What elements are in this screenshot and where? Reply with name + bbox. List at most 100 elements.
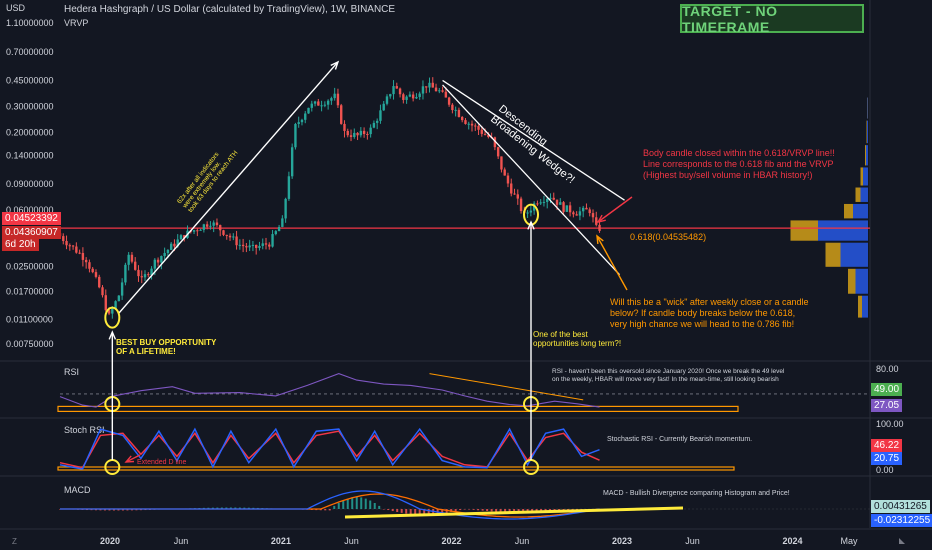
vp-up-bar	[862, 295, 868, 318]
candle-body	[483, 133, 487, 135]
macd-histogram-bar	[400, 509, 403, 513]
macd-histogram-bar	[351, 497, 354, 509]
candle-body	[428, 82, 431, 88]
candle-body	[258, 245, 261, 248]
candle-body	[555, 199, 559, 205]
candle-body	[143, 274, 147, 278]
price-axis: 1.10000000 0.70000000 0.45000000 0.30000000…	[6, 18, 54, 349]
macd-histogram-bar	[355, 497, 358, 509]
macd-histogram-bar	[121, 509, 124, 511]
candle-body	[562, 202, 565, 212]
candle-body	[408, 94, 412, 97]
vp-up-bar	[855, 268, 868, 294]
macd-histogram-bar	[396, 509, 399, 512]
extended-d-arrow	[125, 454, 141, 463]
macd-histogram-bar	[117, 509, 120, 511]
rsi-note: RSI - haven't been this oversold since J…	[552, 368, 785, 383]
chart-title: Hedera Hashgraph / US Dollar (calculated…	[64, 4, 396, 15]
candle-body	[536, 203, 539, 205]
candle-body	[506, 175, 510, 184]
macd-histogram-bar	[337, 503, 340, 509]
candle-body	[238, 244, 242, 246]
annotation-drawings: BEST BUY OPPORTUNITY OF A LIFETIME! One of…	[104, 60, 905, 544]
candle-body	[552, 197, 555, 200]
candle-body	[464, 120, 467, 124]
candle-body	[405, 96, 408, 100]
candle-body	[460, 116, 464, 121]
vp-down-bar	[855, 187, 861, 202]
candle-body	[503, 169, 506, 176]
macd-histogram-bar	[364, 498, 367, 509]
vp-up-bar	[860, 187, 868, 202]
candle-body	[130, 254, 134, 262]
extended-d-note: Extended D line	[137, 459, 187, 466]
extended-d-arrow-head	[124, 455, 135, 463]
candle-body	[205, 224, 209, 227]
candle-body	[268, 244, 271, 247]
candle-body	[375, 120, 379, 123]
candle-body	[254, 244, 258, 248]
candle-body	[173, 243, 176, 247]
macd-histogram-bar	[369, 500, 372, 509]
rally-arrow-head	[330, 60, 340, 70]
macd-histogram-bar	[495, 509, 498, 512]
macd-histogram-bar	[346, 498, 349, 509]
candle-body	[169, 243, 173, 250]
vp-down-bar	[825, 242, 841, 267]
rsi-axis-80: 80.00	[876, 364, 899, 374]
candle-body	[120, 282, 124, 296]
candle-body	[568, 205, 572, 213]
rsi-trendline	[429, 373, 584, 401]
body-candle-arrow	[597, 196, 633, 223]
candle-body	[598, 224, 601, 231]
candle-body	[183, 235, 186, 238]
vp-down-bar	[790, 220, 818, 241]
candle-body	[591, 213, 595, 218]
macd-pane: MACD MACD - Bullish Divergence comparing …	[59, 485, 870, 520]
macd-histogram-bar	[234, 507, 237, 509]
candle-body	[166, 249, 170, 253]
vp-down-bar	[865, 145, 866, 166]
macd-value2-badge: -0.02312255	[871, 514, 932, 527]
candle-body	[241, 244, 245, 247]
vp-up-bar	[867, 97, 868, 119]
time-tick-label: 2024	[782, 536, 802, 546]
macd-histogram-bar	[360, 497, 363, 509]
candle-body	[447, 97, 451, 105]
macd-histogram-bar	[216, 507, 219, 509]
rally-arrow	[117, 61, 339, 315]
candle-body	[196, 230, 199, 232]
candle-body	[474, 125, 477, 127]
wedge-lower-line	[442, 84, 621, 276]
candle-body	[245, 246, 248, 248]
macd-histogram-bar	[130, 509, 133, 511]
macd-histogram-bar	[477, 509, 480, 511]
candle-body	[539, 202, 542, 204]
candle-body	[532, 203, 536, 211]
macd-histogram-bar	[418, 509, 421, 515]
candle-body	[274, 231, 278, 235]
candle-body	[438, 90, 441, 92]
candle-body	[369, 127, 372, 135]
macd-histogram-bar	[112, 509, 115, 511]
macd-line	[60, 490, 600, 520]
fib-line: 0.618(0.04535482)	[60, 227, 870, 242]
stoch-d-badge: 20.75	[871, 452, 903, 465]
vp-up-bar	[866, 145, 868, 166]
candle-body	[565, 205, 569, 212]
candle-body	[124, 264, 127, 283]
candle-body	[78, 252, 81, 254]
candle-body	[340, 105, 343, 124]
macd-histogram-bar	[238, 507, 241, 509]
macd-title: MACD	[64, 485, 91, 495]
time-tick-label: 2021	[271, 536, 291, 546]
price-tick-label: 0.01700000	[6, 286, 54, 296]
candle-body	[372, 122, 376, 128]
candle-body	[153, 259, 157, 269]
fib-label: 0.618(0.04535482)	[630, 232, 706, 242]
candle-body	[219, 225, 222, 231]
candle-body	[500, 156, 503, 170]
countdown-badge: 6d 20h	[2, 238, 39, 251]
candles	[58, 77, 601, 319]
